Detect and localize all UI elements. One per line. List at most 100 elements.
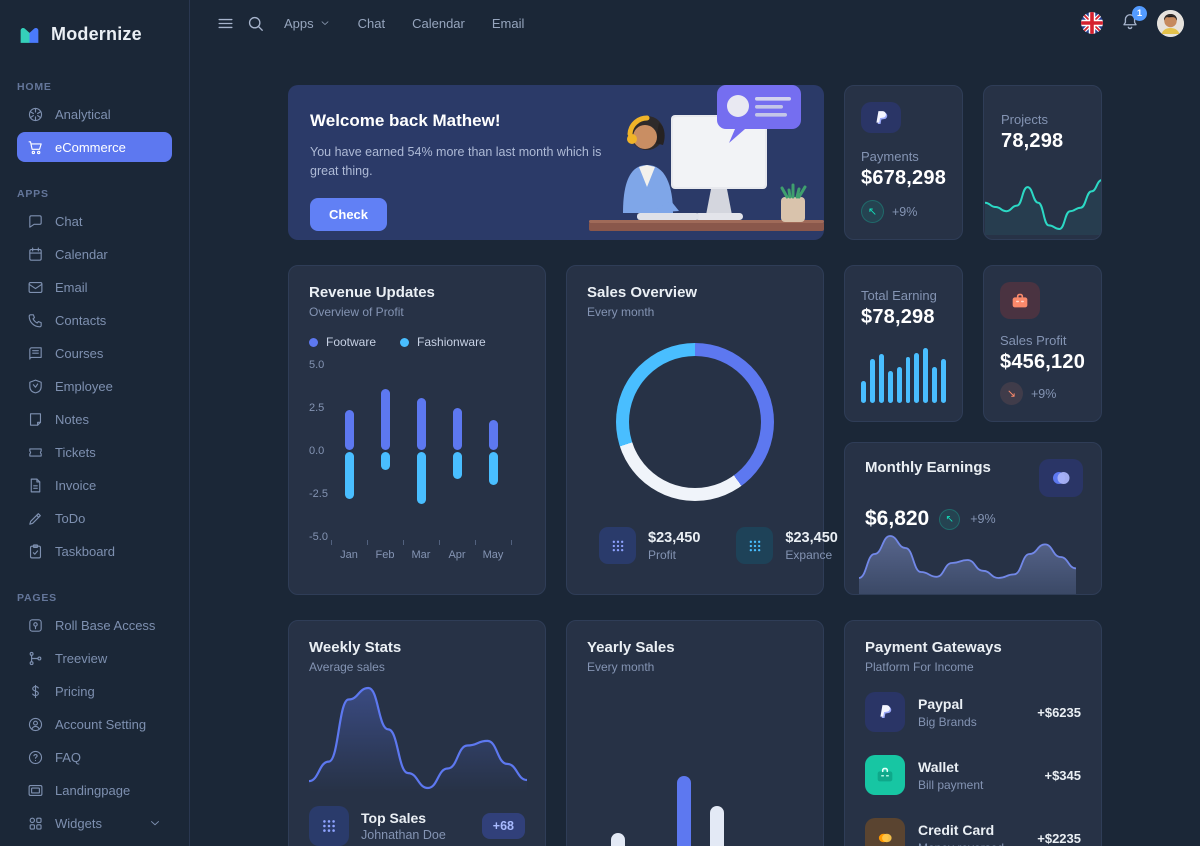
legend-footware: Footware	[309, 335, 376, 349]
sidebar-item-account-setting[interactable]: Account Setting	[17, 709, 172, 739]
sidebar-item-ecommerce[interactable]: eCommerce	[17, 132, 172, 162]
gateway-amount: +$2235	[1037, 830, 1081, 846]
weekly-stats-area-chart	[309, 680, 527, 792]
topbar-menu-email[interactable]: Email	[492, 16, 525, 31]
language-flag-icon[interactable]	[1081, 12, 1103, 34]
topbar-menu: Apps Chat Calendar Email	[284, 16, 524, 31]
sidebar-item-faq[interactable]: FAQ	[17, 742, 172, 772]
search-icon[interactable]	[240, 8, 270, 38]
bar-fashionware-may	[488, 452, 498, 486]
spark-bar	[869, 359, 875, 403]
sidebar-item-contacts[interactable]: Contacts	[17, 305, 172, 335]
sidebar-item-chat[interactable]: Chat	[17, 206, 172, 236]
sales-profit-value: $456,120	[1000, 351, 1086, 373]
bar-fashionware-mar	[416, 452, 426, 505]
profit-value: $23,450	[648, 529, 701, 546]
check-button[interactable]: Check	[310, 197, 388, 231]
aperture-icon	[27, 106, 44, 123]
monthly-earnings-card: Monthly Earnings $6,820 ↖ +9%	[844, 442, 1102, 595]
sidebar-item-landingpage[interactable]: Landingpage	[17, 775, 172, 805]
bar-fashionware-apr	[452, 452, 462, 479]
sidebar-item-pricing[interactable]: Pricing	[17, 676, 172, 706]
sidebar-item-label: Notes	[55, 411, 89, 427]
topbar-menu-apps[interactable]: Apps	[284, 16, 331, 31]
ticket-icon	[27, 444, 44, 461]
sidebar-item-invoice[interactable]: Invoice	[17, 470, 172, 500]
projects-sparkline	[985, 175, 1101, 235]
payments-card: Payments $678,298 ↖ +9%	[844, 85, 963, 240]
sidebar-item-calendar[interactable]: Calendar	[17, 239, 172, 269]
topbar-menu-calendar[interactable]: Calendar	[412, 16, 465, 31]
spark-bar	[861, 381, 866, 403]
sidebar-item-taskboard[interactable]: Taskboard	[17, 536, 172, 566]
sidebar-item-label: Roll Base Access	[55, 617, 156, 633]
spark-bar	[914, 353, 920, 403]
weekly-stats-subtitle: Average sales	[309, 660, 385, 674]
top-mini-cards: Payments $678,298 ↖ +9% Projects 78,298	[844, 85, 1102, 240]
gateway-amount: +$345	[1044, 767, 1081, 783]
dashboard-content: Welcome back Mathew! You have earned 54%…	[190, 46, 1200, 846]
sidebar-item-notes[interactable]: Notes	[17, 404, 172, 434]
sidebar-item-label: Employee	[55, 378, 113, 394]
payments-label: Payments	[861, 149, 919, 164]
sidebar-item-tickets[interactable]: Tickets	[17, 437, 172, 467]
sidebar-item-treeview[interactable]: Treeview	[17, 643, 172, 673]
monthly-earnings-delta: +9%	[970, 512, 996, 526]
message-icon	[27, 213, 44, 230]
menu-icon[interactable]	[210, 8, 240, 38]
yearly-sales-subtitle: Every month	[587, 660, 655, 674]
weekly-stats-card: Weekly Stats Average sales Top Sales Joh…	[288, 620, 546, 846]
x-tick	[367, 540, 368, 545]
monthly-earnings-area-chart	[859, 530, 1087, 594]
gateway-row-wallet: Wallet Bill payment +$345	[865, 755, 1081, 795]
sidebar-item-todo[interactable]: ToDo	[17, 503, 172, 533]
sidebar-item-analytical[interactable]: Analytical	[17, 99, 172, 129]
main-area: Apps Chat Calendar Email	[190, 0, 1200, 846]
brand[interactable]: Modernize	[0, 14, 189, 55]
menu-label: Calendar	[412, 15, 465, 31]
user-avatar[interactable]	[1157, 9, 1184, 37]
paypal-icon	[865, 692, 905, 732]
welcome-banner: Welcome back Mathew! You have earned 54%…	[288, 85, 824, 240]
sidebar-nav: HOME Analytical eCommerce APPS Chat Calendar E…	[0, 81, 189, 838]
menu-label: Email	[491, 15, 525, 31]
topbar-menu-chat[interactable]: Chat	[358, 16, 385, 31]
x-tick	[439, 540, 440, 545]
sidebar-item-label: eCommerce	[55, 139, 126, 155]
projects-label: Projects	[1001, 112, 1048, 127]
sidebar-item-label: Treeview	[55, 650, 108, 666]
top-sales-badge: +68	[481, 813, 525, 839]
topbar-right: 1	[1081, 5, 1184, 37]
revenue-updates-title: Revenue Updates	[309, 284, 435, 301]
y-tick: -5.0	[309, 531, 328, 543]
paypal-icon	[861, 102, 901, 133]
nav-section-label-pages: PAGES	[17, 592, 57, 604]
gateway-name: Paypal	[918, 695, 964, 712]
monthly-earnings-title: Monthly Earnings	[865, 459, 991, 476]
legend-fashionware: Fashionware	[400, 335, 486, 349]
top-sales-name: Johnathan Doe	[361, 828, 446, 842]
sidebar-item-label: Email	[55, 279, 88, 295]
bar-fashionware-feb	[380, 452, 390, 470]
notifications-bell-icon[interactable]: 1	[1120, 5, 1147, 36]
spark-bar	[878, 354, 884, 403]
weekly-stats-title: Weekly Stats	[309, 639, 402, 656]
x-label: May	[482, 549, 504, 561]
sidebar: Modernize HOME Analytical eCommerce APPS Cha…	[0, 0, 190, 846]
brand-name: Modernize	[51, 24, 142, 44]
sidebar-item-label: Account Setting	[55, 716, 147, 732]
expance-label: Expance	[785, 547, 833, 562]
sidebar-item-widgets[interactable]: Widgets	[17, 808, 172, 838]
sidebar-item-courses[interactable]: Courses	[17, 338, 172, 368]
sales-overview-title: Sales Overview	[587, 284, 698, 301]
sidebar-item-roll-base-access[interactable]: Roll Base Access	[17, 610, 172, 640]
y-tick: 5.0	[309, 359, 325, 371]
currency-toggle-icon[interactable]	[1039, 459, 1083, 497]
trend-up-icon: ↖	[939, 508, 961, 530]
sidebar-item-employee[interactable]: Employee	[17, 371, 172, 401]
revenue-legend: Footware Fashionware	[309, 335, 525, 349]
total-earning-label: Total Earning	[861, 288, 937, 303]
sidebar-item-email[interactable]: Email	[17, 272, 172, 302]
bar-footware-jan	[344, 409, 354, 450]
